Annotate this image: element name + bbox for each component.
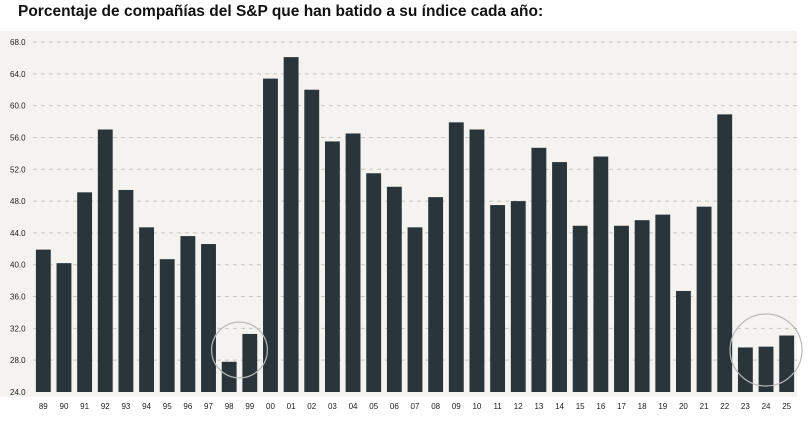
- bar-12: [510, 201, 526, 392]
- y-tick-label: 44.0: [10, 229, 26, 238]
- bar-20: [675, 290, 691, 392]
- bar-14: [552, 162, 567, 392]
- x-tick-label: 04: [349, 402, 358, 411]
- bar-93: [118, 189, 134, 392]
- bar-23: [737, 347, 753, 392]
- bar-89: [35, 249, 51, 392]
- x-tick-label: 02: [307, 402, 316, 411]
- x-tick-label: 12: [514, 402, 523, 411]
- x-tick-label: 89: [39, 402, 48, 411]
- bar-01: [283, 57, 299, 392]
- bar-94: [139, 227, 155, 392]
- x-axis: 89 90 91 92 93 94 95 96 97 98 99 00 01 02 03 04 05 06 07 08…: [39, 402, 792, 411]
- bar-18: [634, 220, 650, 392]
- bar-10: [469, 129, 485, 392]
- x-tick-label: 14: [555, 402, 564, 411]
- y-tick-label: 68.0: [10, 38, 26, 47]
- bar-00: [263, 78, 278, 392]
- bar-05: [366, 173, 382, 392]
- highlight-circle: [729, 313, 803, 387]
- x-tick-label: 03: [328, 402, 337, 411]
- bar-96: [180, 236, 196, 392]
- bar-95: [159, 259, 175, 392]
- bar-09: [448, 122, 464, 392]
- y-tick-label: 64.0: [10, 70, 26, 79]
- y-tick-label: 40.0: [10, 261, 26, 270]
- bar-19: [655, 214, 671, 392]
- bar-91: [77, 192, 93, 392]
- y-tick-label: 36.0: [10, 293, 26, 302]
- x-tick-label: 05: [369, 402, 378, 411]
- x-tick-label: 91: [80, 402, 89, 411]
- x-tick-label: 08: [431, 402, 440, 411]
- bar-13: [531, 147, 547, 392]
- y-tick-label: 28.0: [10, 356, 26, 365]
- x-tick-label: 01: [287, 402, 296, 411]
- bar-90: [56, 263, 72, 392]
- x-tick-label: 24: [762, 402, 771, 411]
- x-tick-label: 97: [204, 402, 213, 411]
- bar-15: [572, 225, 588, 392]
- bar-21: [696, 206, 712, 392]
- x-tick-label: 94: [142, 402, 151, 411]
- x-tick-label: 92: [101, 402, 110, 411]
- bar-11: [490, 205, 506, 392]
- bar-25: [779, 335, 795, 392]
- bar-24: [758, 346, 774, 392]
- bar-03: [324, 141, 340, 392]
- x-tick-label: 23: [741, 402, 750, 411]
- x-tick-label: 20: [679, 402, 688, 411]
- x-tick-label: 96: [183, 402, 192, 411]
- y-tick-label: 24.0: [10, 388, 26, 397]
- x-tick-label: 95: [163, 402, 172, 411]
- x-tick-label: 06: [390, 402, 399, 411]
- bar-98: [221, 361, 237, 392]
- bar-08: [428, 197, 444, 392]
- bar-07: [407, 227, 423, 392]
- x-tick-label: 07: [411, 402, 420, 411]
- x-tick-label: 98: [225, 402, 234, 411]
- y-tick-label: 48.0: [10, 197, 26, 206]
- bar-97: [201, 244, 216, 392]
- x-tick-label: 15: [576, 402, 585, 411]
- x-tick-label: 10: [472, 402, 481, 411]
- x-tick-label: 99: [245, 402, 254, 411]
- x-tick-label: 13: [534, 402, 543, 411]
- chart-title: Porcentaje de compañías del S&P que han …: [18, 3, 544, 20]
- y-tick-label: 60.0: [10, 102, 26, 111]
- x-tick-label: 16: [596, 402, 605, 411]
- x-tick-label: 25: [782, 402, 791, 411]
- bar-92: [97, 129, 113, 392]
- x-tick-label: 22: [720, 402, 729, 411]
- bar-02: [304, 89, 320, 393]
- bar-06: [386, 186, 402, 392]
- y-tick-label: 32.0: [10, 324, 26, 333]
- x-tick-label: 90: [60, 402, 69, 411]
- x-tick-label: 09: [452, 402, 461, 411]
- highlight-circle: [211, 321, 268, 379]
- x-tick-label: 00: [266, 402, 275, 411]
- x-tick-label: 17: [617, 402, 626, 411]
- y-tick-label: 52.0: [10, 165, 26, 174]
- bars: [35, 57, 795, 393]
- y-axis: 68.0 64.0 60.0 56.0 52.0 48.0 44.0 40.0 36.0 32.0…: [10, 38, 26, 397]
- x-tick-label: 21: [700, 402, 709, 411]
- bar-17: [614, 225, 629, 392]
- x-tick-label: 18: [638, 402, 647, 411]
- annotations: [211, 313, 803, 387]
- bar-04: [345, 133, 361, 392]
- y-tick-label: 56.0: [10, 133, 26, 142]
- x-tick-label: 11: [493, 402, 502, 411]
- bar-16: [593, 156, 609, 392]
- x-tick-label: 19: [658, 402, 667, 411]
- x-tick-label: 93: [121, 402, 130, 411]
- bar-22: [717, 114, 733, 393]
- bar-99: [242, 333, 258, 392]
